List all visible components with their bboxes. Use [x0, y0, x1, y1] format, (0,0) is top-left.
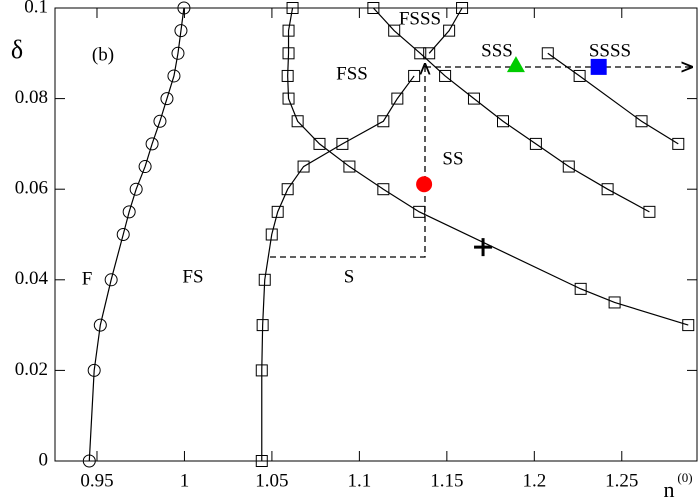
marker [255, 455, 268, 467]
marker [297, 160, 310, 173]
region-label: FS [182, 266, 203, 287]
marker [391, 92, 404, 105]
marker [153, 114, 167, 128]
marker [138, 160, 152, 174]
x-tick-label: 1.25 [605, 470, 638, 491]
point [590, 58, 607, 75]
marker [529, 137, 542, 150]
marker [291, 115, 304, 128]
region-label: (b) [92, 44, 114, 65]
marker [177, 1, 191, 15]
marker [367, 2, 380, 14]
marker [129, 182, 143, 196]
marker [104, 273, 118, 287]
marker [413, 205, 426, 218]
marker [281, 69, 294, 82]
x-tick-label: 1 [180, 470, 190, 491]
marker [122, 205, 136, 219]
marker [497, 115, 510, 128]
marker [456, 2, 469, 14]
x-tick-label: 1.05 [255, 470, 288, 491]
region-label: SSSS [589, 40, 631, 61]
marker [116, 228, 130, 241]
y-tick-label: 0.1 [24, 0, 48, 17]
phase-boundary [88, 7, 185, 462]
marker [601, 183, 614, 196]
x-tick-label: 1.15 [430, 470, 463, 491]
marker [255, 364, 268, 377]
marker [282, 92, 295, 105]
y-tick-label: 0.08 [15, 87, 48, 108]
marker [643, 205, 656, 218]
y-tick-label: 0 [39, 449, 49, 470]
marker [541, 47, 554, 60]
marker [167, 69, 181, 83]
marker [682, 319, 695, 332]
marker [343, 160, 356, 173]
marker [574, 282, 587, 295]
marker [87, 363, 101, 377]
phase-boundary [372, 7, 650, 213]
y-tick-label: 0.04 [15, 268, 49, 289]
marker [377, 115, 390, 128]
region-label: SS [442, 148, 463, 169]
point [506, 56, 525, 73]
region-label: SSS [481, 40, 513, 61]
marker [174, 24, 188, 38]
marker [377, 183, 390, 196]
marker [439, 69, 452, 82]
x-tick-label: 0.95 [80, 470, 113, 491]
dashed-arrow [270, 63, 425, 258]
marker [573, 69, 586, 82]
region-label: S [344, 266, 355, 287]
y-axis-label: δ [11, 35, 23, 64]
marker [256, 319, 269, 332]
region-label: F [82, 268, 93, 289]
marker [635, 115, 648, 128]
phase-boundary [287, 7, 689, 326]
plot-frame [54, 7, 698, 462]
marker [258, 273, 271, 286]
marker [145, 137, 159, 151]
marker [160, 92, 174, 106]
marker [281, 183, 294, 196]
region-label: FSSS [399, 8, 441, 29]
marker [286, 2, 299, 14]
x-tick-label: 1.2 [522, 470, 546, 491]
marker [93, 318, 107, 332]
marker [388, 24, 401, 37]
x-axis-label-superscript: (0) [677, 470, 692, 485]
marker [467, 92, 480, 105]
marker [313, 137, 326, 150]
marker [408, 69, 421, 82]
marker [282, 24, 295, 37]
marker [414, 47, 427, 60]
point [416, 176, 433, 193]
marker [608, 296, 621, 309]
marker [423, 47, 436, 60]
marker [82, 454, 96, 468]
marker [672, 137, 685, 150]
point [474, 238, 493, 257]
phase-boundary [261, 75, 415, 461]
marker [336, 137, 349, 150]
marker [171, 46, 185, 60]
marker [265, 228, 278, 241]
marker [282, 47, 295, 60]
marker [443, 24, 456, 37]
y-tick-label: 0.02 [15, 359, 48, 380]
x-tick-label: 1.1 [348, 470, 372, 491]
marker [562, 160, 575, 173]
phase-boundary [547, 52, 679, 145]
marker [271, 205, 284, 218]
region-label: FSS [336, 63, 368, 84]
x-axis-label: n [664, 477, 675, 502]
y-tick-label: 0.06 [15, 178, 48, 199]
phase-boundary [428, 7, 463, 54]
